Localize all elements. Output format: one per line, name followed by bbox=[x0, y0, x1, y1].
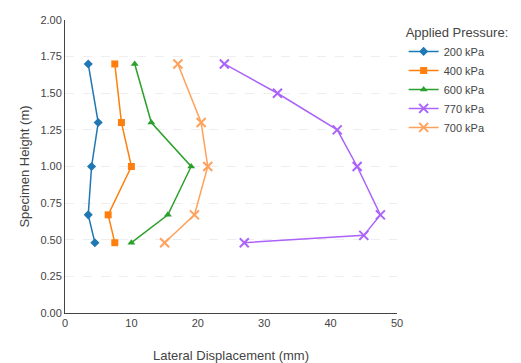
svg-text:1.00: 1.00 bbox=[40, 160, 61, 172]
svg-text:50: 50 bbox=[391, 317, 403, 329]
svg-text:Lateral Displacement (mm): Lateral Displacement (mm) bbox=[153, 348, 309, 363]
svg-text:20: 20 bbox=[192, 317, 204, 329]
svg-text:1.50: 1.50 bbox=[40, 87, 61, 99]
svg-text:700 kPa: 700 kPa bbox=[444, 122, 485, 134]
svg-text:1.25: 1.25 bbox=[40, 124, 61, 136]
svg-text:200 kPa: 200 kPa bbox=[444, 46, 485, 58]
svg-text:Applied Pressure:: Applied Pressure: bbox=[406, 25, 509, 40]
svg-text:400 kPa: 400 kPa bbox=[444, 65, 485, 77]
svg-text:Specimen Height (m): Specimen Height (m) bbox=[17, 105, 32, 227]
svg-text:1.75: 1.75 bbox=[40, 50, 61, 62]
svg-text:0.75: 0.75 bbox=[40, 197, 61, 209]
svg-text:600 kPa: 600 kPa bbox=[444, 84, 485, 96]
svg-text:0.50: 0.50 bbox=[40, 234, 61, 246]
svg-text:770 kPa: 770 kPa bbox=[444, 103, 485, 115]
svg-text:0: 0 bbox=[62, 317, 68, 329]
svg-text:10: 10 bbox=[125, 317, 137, 329]
svg-text:30: 30 bbox=[258, 317, 270, 329]
svg-text:0.25: 0.25 bbox=[40, 270, 61, 282]
svg-text:0.00: 0.00 bbox=[40, 307, 61, 319]
svg-text:2.00: 2.00 bbox=[40, 14, 61, 26]
svg-text:40: 40 bbox=[324, 317, 336, 329]
